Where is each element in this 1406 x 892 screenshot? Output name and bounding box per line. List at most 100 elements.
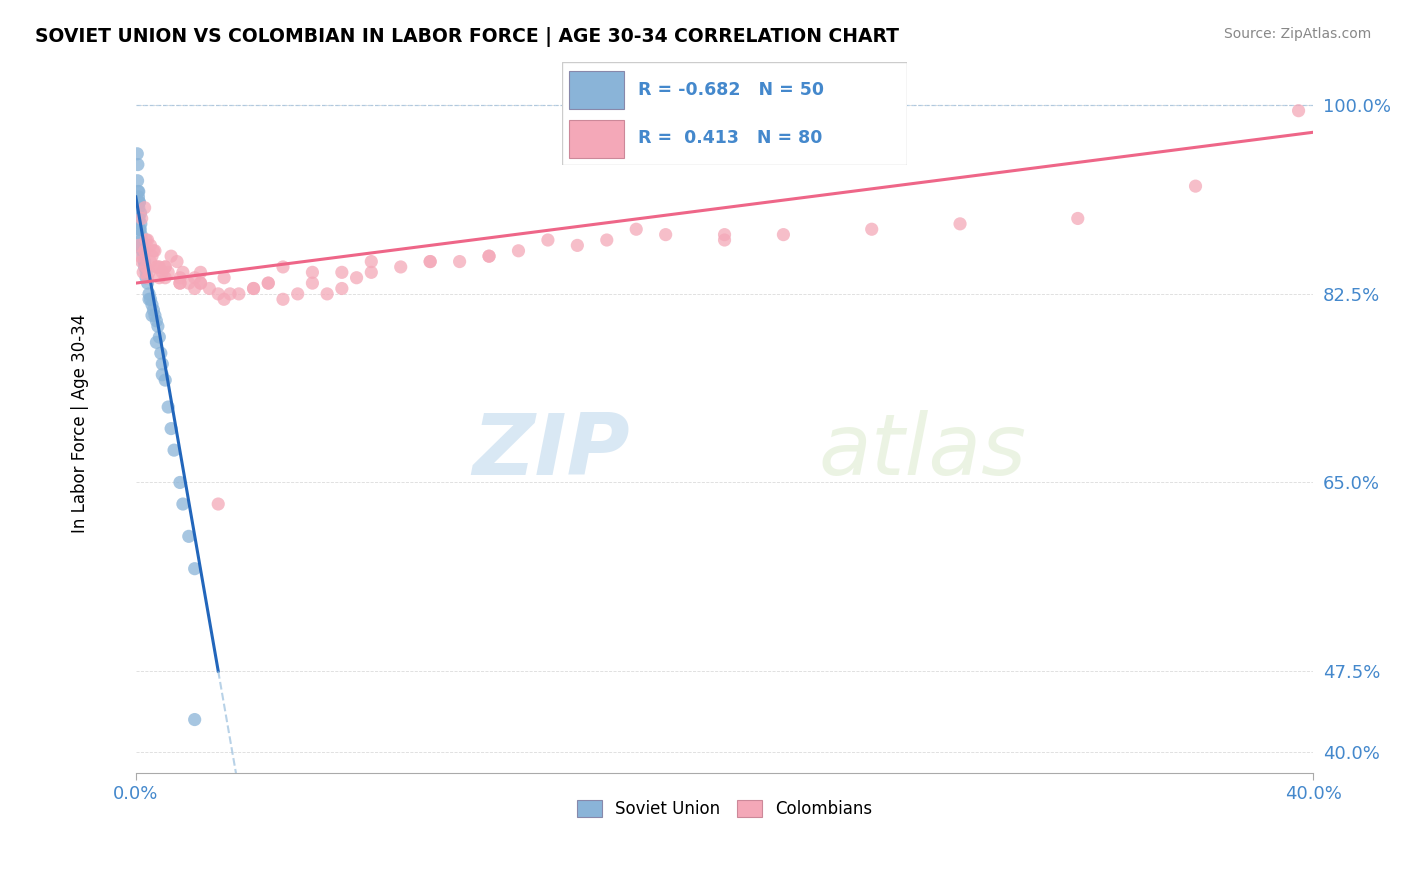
Point [1288, 103, 1310, 118]
Point [145, 335, 167, 350]
Point [169, 270, 191, 285]
Text: ZIP: ZIP [472, 409, 630, 492]
Point [478, 249, 501, 263]
Point [138, 265, 160, 279]
Point [169, 475, 191, 490]
Point [316, 286, 339, 301]
FancyBboxPatch shape [562, 62, 907, 165]
Point [183, 713, 205, 727]
Point [138, 293, 160, 307]
Point [127, 174, 149, 188]
Point [596, 233, 619, 247]
Point [330, 265, 353, 279]
Point [127, 158, 149, 172]
Point [132, 244, 155, 258]
Point [138, 286, 160, 301]
Point [129, 206, 152, 220]
Point [129, 249, 152, 263]
Point [212, 293, 235, 307]
Point [134, 254, 156, 268]
FancyBboxPatch shape [569, 120, 624, 158]
Point [132, 254, 155, 268]
Text: SOVIET UNION VS COLOMBIAN IN LABOR FORCE | AGE 30-34 CORRELATION CHART: SOVIET UNION VS COLOMBIAN IN LABOR FORCE… [35, 27, 900, 46]
Point [136, 233, 159, 247]
Point [190, 276, 212, 290]
Point [141, 298, 163, 312]
Point [127, 185, 149, 199]
Point [160, 249, 183, 263]
Point [127, 146, 149, 161]
Point [134, 260, 156, 274]
Point [389, 260, 412, 274]
Point [257, 276, 280, 290]
Point [129, 238, 152, 252]
Text: R = -0.682   N = 50: R = -0.682 N = 50 [638, 81, 824, 99]
Point [143, 244, 166, 258]
Point [301, 276, 323, 290]
Point [136, 276, 159, 290]
Point [1184, 179, 1206, 194]
Point [128, 211, 150, 226]
Point [155, 260, 177, 274]
Point [141, 309, 163, 323]
Point [141, 249, 163, 263]
Point [148, 260, 170, 274]
Point [131, 254, 153, 268]
Point [142, 244, 165, 258]
Point [183, 562, 205, 576]
Point [228, 286, 250, 301]
Point [478, 249, 501, 263]
Point [146, 319, 169, 334]
Point [567, 238, 589, 252]
Point [219, 286, 242, 301]
Point [128, 185, 150, 199]
Point [135, 260, 157, 274]
Point [150, 357, 173, 371]
Point [145, 314, 167, 328]
Point [419, 254, 441, 268]
Point [419, 254, 441, 268]
Point [172, 497, 194, 511]
Text: Source: ZipAtlas.com: Source: ZipAtlas.com [1223, 27, 1371, 41]
Point [169, 276, 191, 290]
Point [139, 293, 162, 307]
Point [190, 276, 212, 290]
Point [128, 195, 150, 210]
Point [271, 293, 294, 307]
FancyBboxPatch shape [569, 70, 624, 109]
Point [183, 281, 205, 295]
Point [128, 238, 150, 252]
Point [330, 281, 353, 295]
Point [163, 443, 186, 458]
Point [134, 201, 156, 215]
Point [198, 281, 221, 295]
Point [713, 227, 735, 242]
Point [131, 244, 153, 258]
Point [190, 265, 212, 279]
Point [148, 270, 170, 285]
Point [155, 260, 177, 274]
Text: atlas: atlas [818, 409, 1026, 492]
Point [129, 217, 152, 231]
Point [155, 270, 177, 285]
Point [169, 276, 191, 290]
Point [129, 222, 152, 236]
Point [150, 368, 173, 382]
Point [257, 276, 280, 290]
Point [346, 270, 368, 285]
Point [360, 265, 382, 279]
Point [301, 265, 323, 279]
Point [132, 265, 155, 279]
Point [139, 254, 162, 268]
Point [449, 254, 471, 268]
Point [508, 244, 530, 258]
Point [360, 254, 382, 268]
Point [136, 270, 159, 285]
Point [166, 254, 188, 268]
Point [139, 238, 162, 252]
Point [212, 270, 235, 285]
Point [157, 265, 180, 279]
Point [207, 497, 229, 511]
Point [129, 227, 152, 242]
Point [150, 265, 173, 279]
